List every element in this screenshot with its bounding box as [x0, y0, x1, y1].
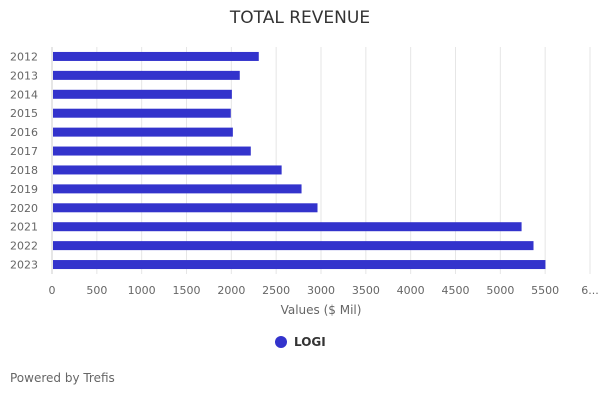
y-tick-label: 2022 — [10, 240, 38, 253]
bar — [53, 222, 522, 232]
legend-marker — [275, 336, 287, 348]
x-tick-label: 4000 — [397, 284, 425, 297]
bar — [53, 127, 233, 137]
legend[interactable]: LOGI — [275, 335, 326, 349]
y-tick-label: 2015 — [10, 107, 38, 120]
x-tick-label: 1000 — [128, 284, 156, 297]
bar — [53, 184, 302, 194]
y-tick-label: 2014 — [10, 88, 38, 101]
x-tick-label: 0 — [49, 284, 56, 297]
y-tick-label: 2012 — [10, 50, 38, 63]
y-tick-label: 2018 — [10, 164, 38, 177]
x-tick-label: 1500 — [173, 284, 201, 297]
x-tick-label: 2000 — [217, 284, 245, 297]
bar — [53, 260, 546, 270]
bar — [53, 51, 259, 61]
bar-chart: 0 500 1000 1500 2000 2500 3000 3500 4000 4500 5000… — [10, 47, 599, 317]
x-tick-label: 2500 — [262, 284, 290, 297]
legend-label: LOGI — [294, 335, 326, 349]
chart-title: TOTAL REVENUE — [229, 8, 371, 28]
bar — [53, 203, 318, 213]
bar — [53, 146, 251, 156]
y-tick-label: 2020 — [10, 202, 38, 215]
y-tick-label: 2017 — [10, 145, 38, 158]
y-tick-label: 2023 — [10, 259, 38, 272]
x-tick-label: 5500 — [531, 284, 559, 297]
y-tick-label: 2016 — [10, 126, 38, 139]
bar — [53, 70, 240, 80]
y-tick-label: 2019 — [10, 183, 38, 196]
y-tick-label: 2021 — [10, 221, 38, 234]
bar — [53, 89, 232, 99]
bar — [53, 108, 231, 118]
bar — [53, 241, 534, 251]
x-tick-label: 6... — [581, 284, 599, 297]
x-axis-label: Values ($ Mil) — [281, 303, 362, 317]
bar — [53, 165, 282, 175]
x-tick-label: 500 — [86, 284, 107, 297]
x-tick-label: 3500 — [352, 284, 380, 297]
x-tick-label: 4500 — [442, 284, 470, 297]
y-tick-label: 2013 — [10, 69, 38, 82]
x-tick-label: 3000 — [307, 284, 335, 297]
powered-by-credit[interactable]: Powered by Trefis — [10, 371, 115, 385]
x-tick-label: 5000 — [486, 284, 514, 297]
